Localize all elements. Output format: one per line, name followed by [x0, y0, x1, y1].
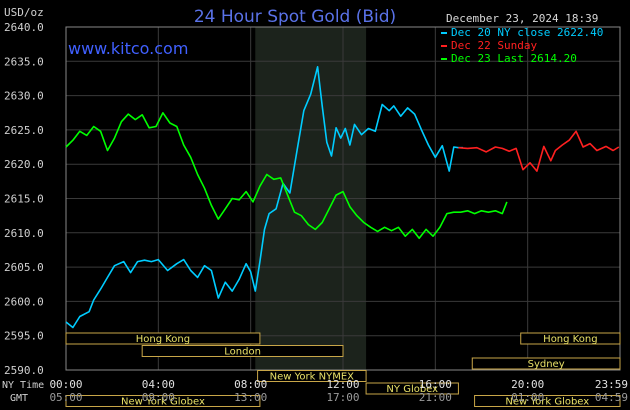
market-session-label: London [224, 347, 261, 358]
y-tick-label: 2640.0 [4, 21, 44, 34]
x-tick-label-ny: 04:00 [142, 378, 175, 391]
x-tick-label-gmt: 17:00 [326, 391, 359, 404]
market-session-bar [65, 332, 261, 345]
market-session-bar [474, 395, 621, 407]
x-tick-label-gmt: 04:59 [595, 391, 628, 404]
series-line [65, 112, 508, 240]
market-sessions: Hong Kong Hong Kong London Sydney New York N… [65, 332, 621, 408]
y-tick-label: 2590.0 [4, 364, 44, 377]
market-session-label: Hong Kong [136, 334, 190, 345]
x-axis: NY Time GMT 00:00 04:00 08:00 12:00 16:00 20:00… [2, 378, 628, 404]
market-session-label: New York Globex [121, 397, 205, 408]
x-tick-label-gmt: 09:00 [142, 391, 175, 404]
y-tick-label: 2605.0 [4, 261, 44, 274]
x-tick-label-gmt: 01:00 [511, 391, 544, 404]
x-tick-label-ny: 20:00 [511, 378, 544, 391]
date-label: December 23, 2024 18:39 [446, 12, 598, 25]
legend-entry: Dec 23 Last 2614.20 [451, 52, 577, 65]
x-tick-label-ny: 08:00 [234, 378, 267, 391]
market-session-label: Hong Kong [543, 334, 597, 345]
x-tick-label-gmt: 21:00 [419, 391, 452, 404]
y-tick-label: 2610.0 [4, 227, 44, 240]
series-line [65, 66, 463, 329]
x-tick-label-ny: 12:00 [326, 378, 359, 391]
market-session-bar [141, 345, 344, 357]
market-session-bar [365, 382, 459, 395]
market-session-bar [257, 370, 367, 382]
legend-swatch [441, 58, 447, 60]
y-tick-label: 2600.0 [4, 295, 44, 308]
market-session-label: Sydney [528, 359, 565, 370]
y-axis: 2640.0 2635.0 2630.0 2625.0 2620.0 2615.0 2610… [4, 21, 44, 377]
y-tick-label: 2595.0 [4, 330, 44, 343]
y-tick-label: 2635.0 [4, 55, 44, 68]
legend-entry: Dec 22 Sunday [451, 39, 537, 52]
y-tick-label: 2630.0 [4, 90, 44, 103]
ny-time-label: NY Time [2, 380, 44, 391]
series-line [458, 130, 620, 172]
x-tick-label-ny: 23:59 [595, 378, 628, 391]
y-tick-label: 2625.0 [4, 124, 44, 137]
unit-label: USD/oz [4, 6, 44, 19]
y-tick-label: 2620.0 [4, 158, 44, 171]
y-tick-label: 2615.0 [4, 193, 44, 206]
x-tick-label-ny: 00:00 [49, 378, 82, 391]
x-tick-label-gmt: 05:00 [49, 391, 82, 404]
legend-swatch [441, 45, 447, 47]
market-session-bar [65, 395, 261, 407]
market-session-label: New York NYMEX [270, 372, 355, 383]
market-session-label: New York Globex [505, 397, 589, 408]
x-tick-label-gmt: 13:00 [234, 391, 267, 404]
legend-swatch [441, 32, 447, 34]
chart-title: 24 Hour Spot Gold (Bid) [194, 7, 396, 27]
x-tick-label-ny: 16:00 [419, 378, 452, 391]
legend-entry: Dec 20 NY close 2622.40 [451, 26, 603, 39]
market-session-bar [471, 357, 621, 370]
gmt-label: GMT [10, 393, 28, 404]
market-session-bar [520, 332, 621, 345]
market-session-label: NY Globex [386, 384, 438, 395]
series-lines [65, 66, 620, 329]
watermark: www.kitco.com [68, 39, 188, 58]
